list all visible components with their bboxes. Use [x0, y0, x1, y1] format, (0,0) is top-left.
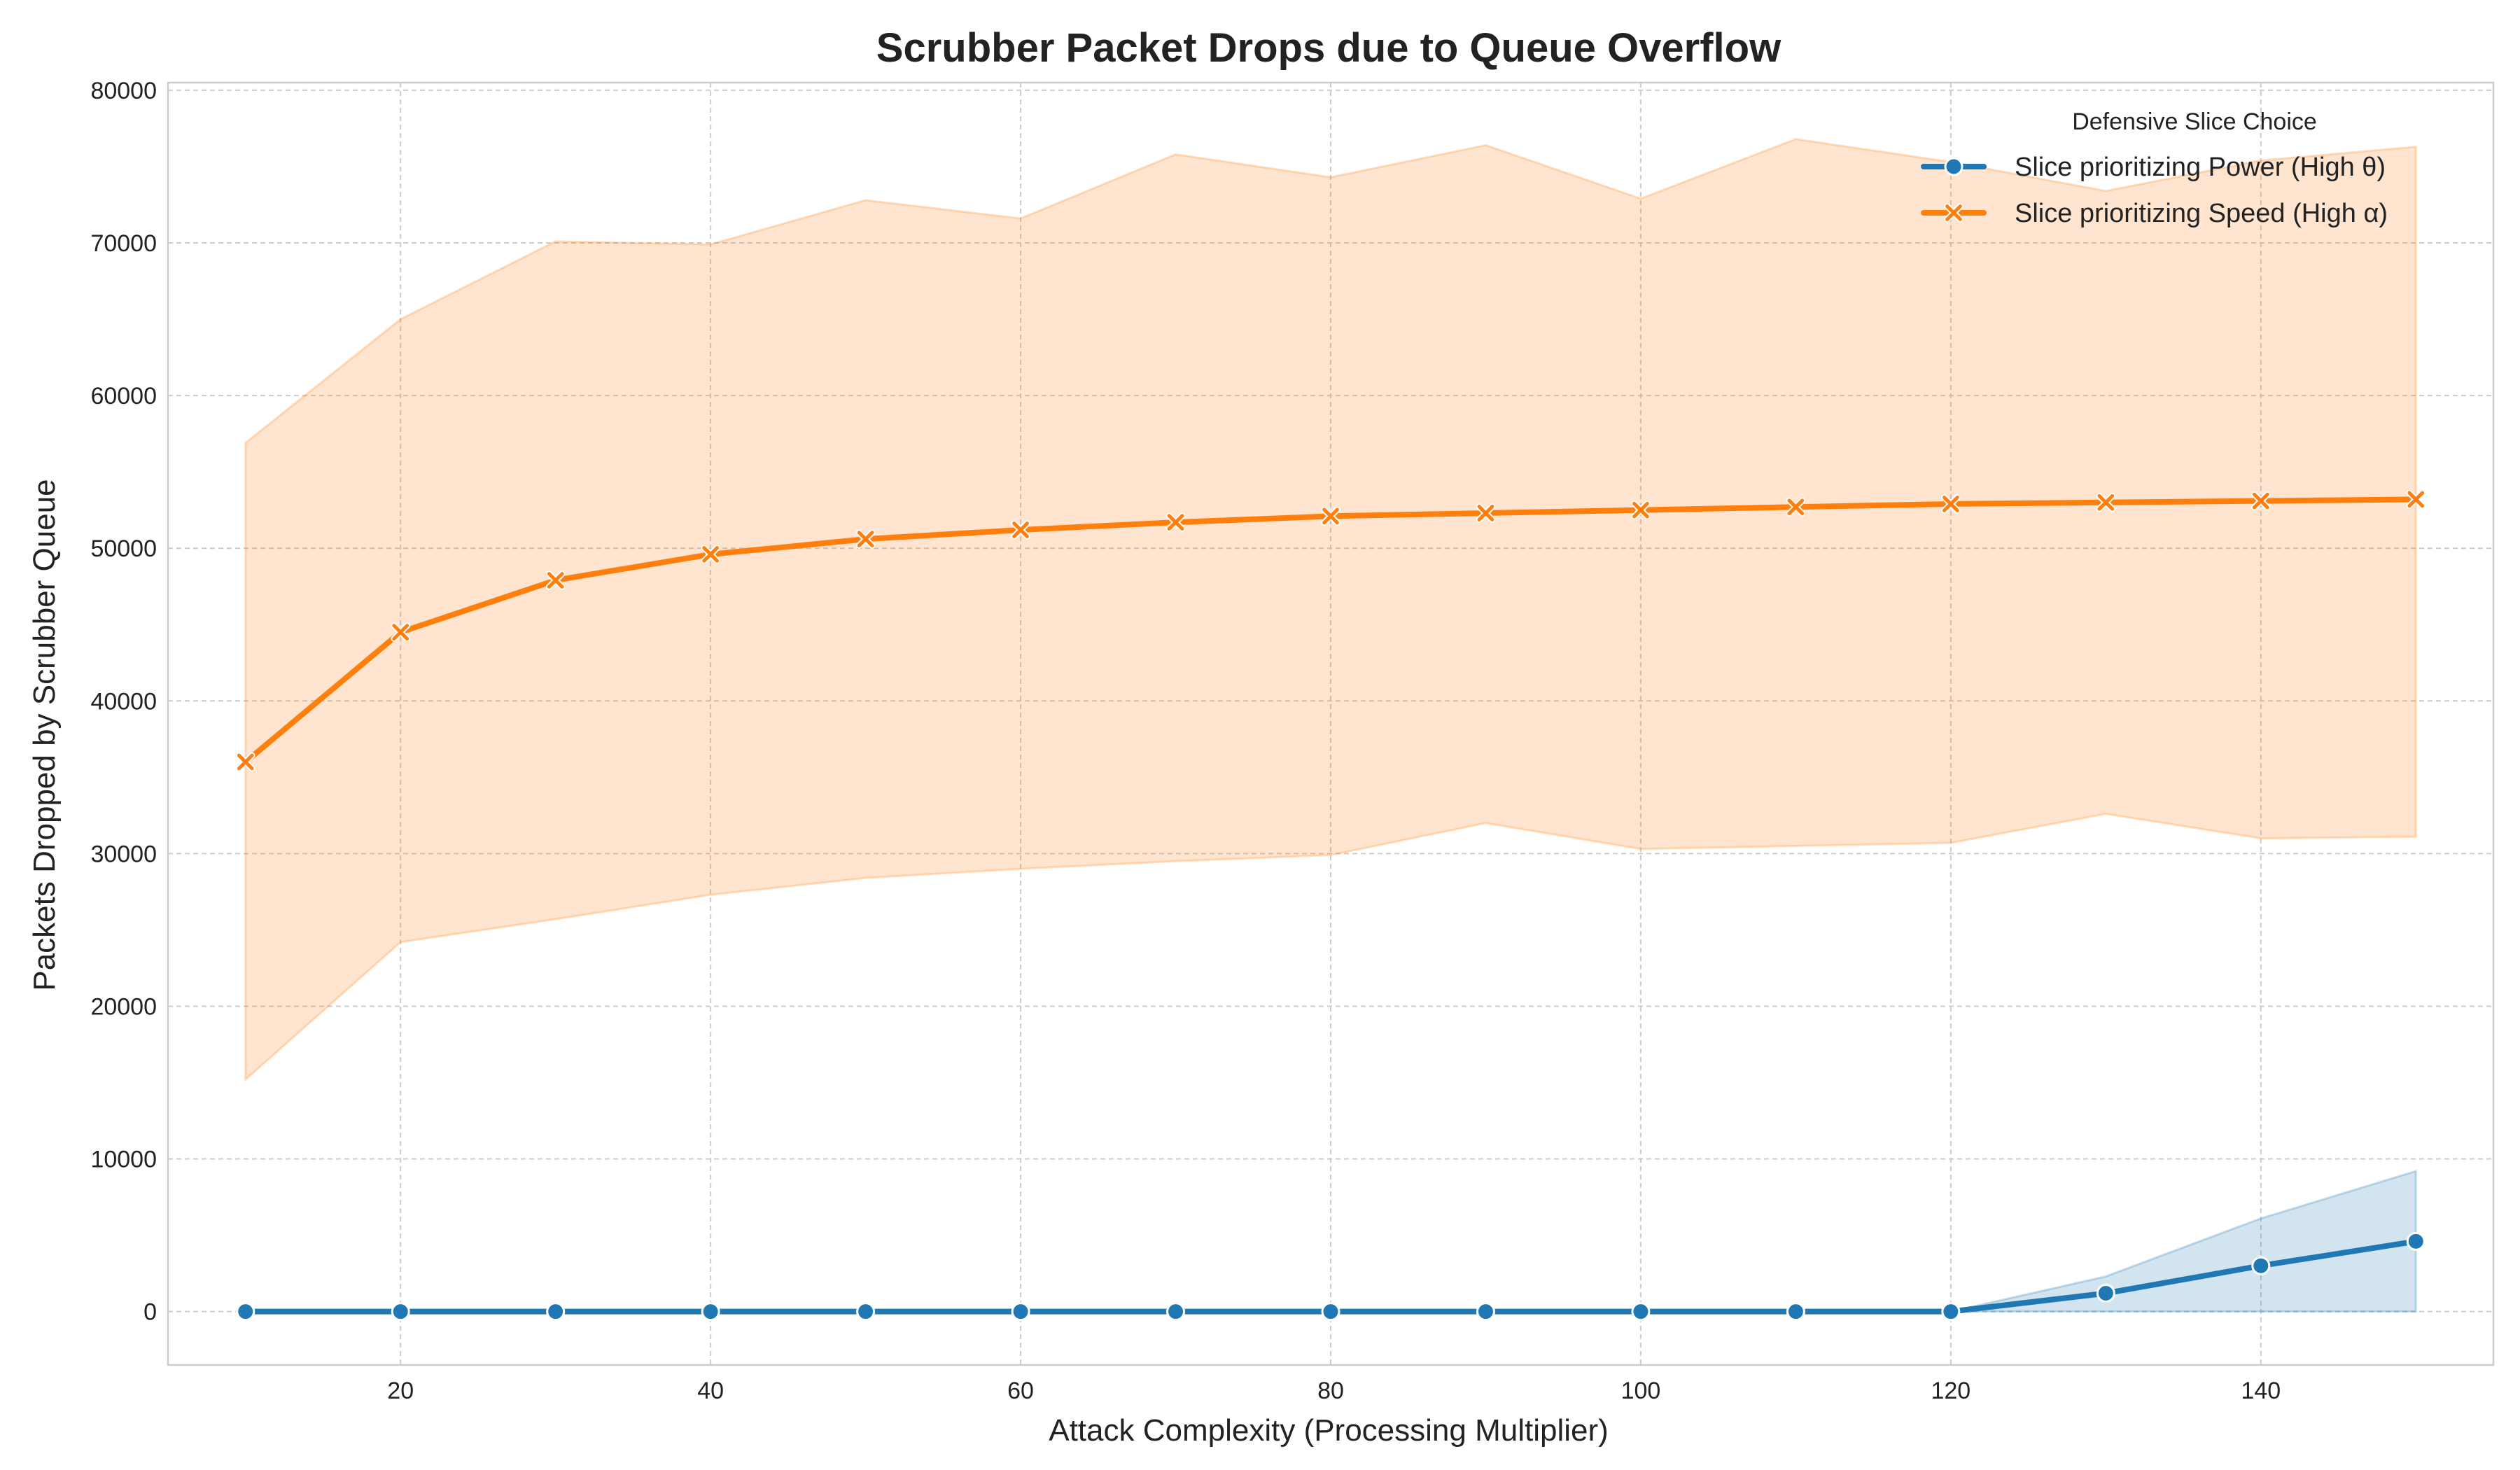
point-series-0-8 [1476, 1302, 1495, 1322]
point-series-0-9 [1631, 1302, 1651, 1322]
point-series-0-6 [1166, 1302, 1186, 1322]
point-series-1-14 [2406, 489, 2426, 510]
point-series-1-11 [1941, 494, 1961, 514]
tick-labels: 20 40 60 80 100 120 140 0 10000 20000 30000 40000 50… [90, 78, 2281, 1404]
point-series-1-1-stroke [392, 624, 410, 640]
point-series-1-3-stroke [702, 546, 719, 563]
point-series-1-8 [1476, 503, 1496, 523]
y-tick-label-4: 40000 [90, 688, 157, 715]
x-tick-label-6: 140 [2241, 1378, 2281, 1404]
y-tick-label-5: 50000 [90, 536, 157, 562]
x-tick-label-5: 120 [1931, 1378, 1970, 1404]
gridlines [168, 83, 2493, 1365]
point-series-1-5-stroke [1012, 522, 1029, 538]
y-tick-label-6: 60000 [90, 383, 157, 410]
point-series-0-3 [701, 1302, 720, 1322]
legend-label-1: Slice prioritizing Speed (High α) [2015, 199, 2388, 228]
legend-swatch-marker-1-stroke [1945, 204, 1962, 221]
point-series-1-14-stroke [2407, 491, 2425, 508]
x-axis-label: Attack Complexity (Processing Multiplier… [1049, 1413, 1609, 1448]
point-series-1-1 [391, 622, 411, 642]
point-series-1-4-stroke [857, 531, 874, 547]
y-axis-label: Packets Dropped by Scrubber Queue [27, 479, 62, 990]
point-series-1-10 [1786, 497, 1806, 517]
legend-label-0: Slice prioritizing Power (High θ) [2015, 153, 2386, 182]
point-series-0-2 [546, 1302, 566, 1322]
point-series-0-4 [856, 1302, 876, 1322]
y-tick-label-7: 70000 [90, 230, 157, 257]
x-tick-label-4: 100 [1621, 1378, 1661, 1404]
y-tick-label-8: 80000 [90, 78, 157, 104]
point-series-1-2 [545, 570, 566, 590]
legend-swatch-marker-1 [1944, 203, 1963, 223]
point-series-0-7 [1321, 1302, 1340, 1322]
point-series-1-12 [2096, 492, 2116, 512]
legend-entries: Slice prioritizing Power (High θ) Slice p… [1921, 153, 2388, 228]
point-series-1-13-stroke [2252, 492, 2269, 510]
point-series-1-0 [235, 752, 255, 772]
point-series-1-8-stroke [1477, 505, 1494, 522]
point-series-1-6 [1166, 512, 1186, 532]
legend-title: Defensive Slice Choice [2072, 108, 2317, 135]
point-series-0-1 [391, 1302, 410, 1322]
point-series-0-14 [2406, 1231, 2426, 1251]
y-tick-label-1: 10000 [90, 1147, 157, 1173]
point-series-0-12 [2096, 1283, 2115, 1303]
x-tick-label-3: 80 [1317, 1378, 1344, 1404]
x-tick-label-2: 60 [1007, 1378, 1034, 1404]
y-tick-label-0: 0 [144, 1299, 157, 1326]
point-series-0-11 [1941, 1302, 1961, 1322]
point-series-1-7-stroke [1322, 507, 1339, 525]
point-series-0-5 [1011, 1302, 1030, 1322]
y-tick-label-3: 30000 [90, 841, 157, 867]
point-series-1-0-stroke [237, 753, 254, 771]
point-series-1-13 [2250, 491, 2271, 511]
point-series-1-2-stroke [547, 572, 564, 589]
point-series-0-0 [236, 1302, 255, 1322]
chart-title: Scrubber Packet Drops due to Queue Overf… [876, 25, 1782, 71]
band-series-1 [244, 138, 2417, 1082]
point-series-1-3 [701, 545, 720, 564]
series-markers [235, 489, 2426, 1322]
point-series-1-12-stroke [2097, 493, 2115, 511]
point-series-0-10 [1786, 1302, 1805, 1322]
legend-entry-1: Slice prioritizing Speed (High α) [1921, 199, 2388, 228]
plot-area: 20 40 60 80 100 120 140 0 10000 20000 30000 40000 50… [90, 78, 2495, 1404]
point-series-1-11-stroke [1942, 496, 1959, 512]
point-series-1-9-stroke [1632, 501, 1649, 519]
point-series-1-9 [1631, 500, 1651, 520]
point-series-1-6-stroke [1167, 514, 1184, 531]
point-series-1-7 [1321, 506, 1340, 526]
point-series-1-10-stroke [1787, 498, 1805, 516]
y-tick-label-2: 20000 [90, 993, 157, 1020]
legend-swatch-marker-0 [1944, 157, 1963, 176]
legend: Defensive Slice Choice Slice prioritizin… [1921, 108, 2388, 228]
x-tick-label-0: 20 [387, 1378, 414, 1404]
x-tick-label-1: 40 [697, 1378, 724, 1404]
point-series-1-4 [855, 529, 876, 549]
legend-entry-0: Slice prioritizing Power (High θ) [1921, 153, 2386, 182]
point-series-0-13 [2251, 1256, 2271, 1275]
point-series-1-5 [1011, 520, 1030, 540]
